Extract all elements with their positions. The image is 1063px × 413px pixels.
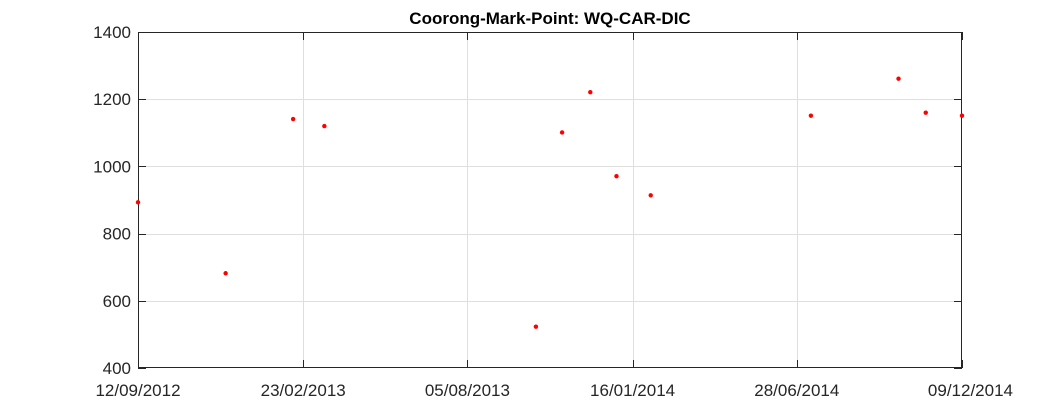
y-tick-label: 1200 — [93, 90, 131, 109]
x-axis-tick-labels: 12/09/2012 23/02/2013 05/08/2013 16/01/2014… — [95, 381, 1013, 400]
data-points — [135, 76, 965, 329]
data-point — [959, 113, 965, 118]
y-tick-label: 1000 — [93, 157, 131, 176]
data-point — [559, 130, 565, 135]
y-tick-label: 600 — [103, 292, 131, 311]
axis-ticks — [138, 32, 963, 369]
x-tick-label: 12/09/2012 — [95, 381, 180, 400]
data-point — [588, 89, 593, 95]
x-tick-label: 28/06/2014 — [754, 381, 839, 400]
y-tick-label: 800 — [103, 225, 131, 244]
plot-frame — [138, 32, 962, 368]
data-point — [533, 324, 539, 329]
grid-lines — [138, 32, 962, 368]
data-point — [223, 271, 228, 276]
y-axis-tick-labels: 400 600 800 1000 1200 1400 — [93, 23, 131, 378]
x-tick-label: 23/02/2013 — [261, 381, 346, 400]
plot-area — [138, 32, 962, 368]
data-point — [135, 200, 141, 205]
data-point — [290, 116, 296, 122]
data-point — [614, 173, 619, 179]
data-point — [322, 123, 327, 129]
data-point — [808, 113, 814, 118]
x-tick-label: 16/01/2014 — [590, 381, 675, 400]
data-point — [648, 193, 653, 198]
x-tick-label: 09/12/2014 — [928, 381, 1013, 400]
data-point — [923, 110, 928, 115]
data-point — [896, 76, 901, 81]
y-tick-label: 1400 — [93, 23, 131, 42]
x-tick-label: 05/08/2013 — [425, 381, 510, 400]
chart-title: Coorong-Mark-Point: WQ-CAR-DIC — [409, 9, 690, 28]
y-tick-label: 400 — [103, 359, 131, 378]
